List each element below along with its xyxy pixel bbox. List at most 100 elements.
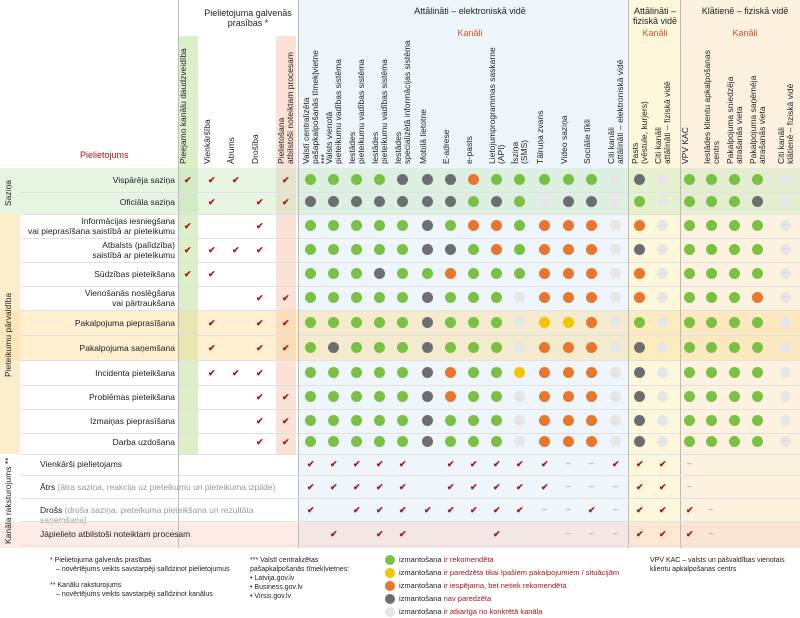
status-dot (539, 367, 550, 378)
status-dot (657, 367, 668, 378)
check-mark: ✔ (282, 392, 290, 402)
check-mark: ✔ (208, 175, 216, 185)
status-dot (752, 367, 763, 378)
status-dot (374, 174, 385, 185)
check-mark: ✔ (208, 318, 216, 328)
status-dot (586, 220, 597, 231)
char-row-note: (ātra saziņa, reakcija uz pieteikumu un … (55, 482, 276, 492)
band-last (0, 522, 800, 548)
note-4: – novērtējums veikts savstarpēji salīdzi… (56, 591, 213, 598)
dash-mark: – (589, 482, 594, 491)
check-mark: ✔ (330, 529, 338, 539)
status-dot (586, 174, 597, 185)
check-mark: ✔ (184, 221, 192, 231)
check-mark: ✔ (353, 482, 361, 492)
status-dot (752, 342, 763, 353)
check-mark: ✔ (376, 482, 384, 492)
row-divider (20, 192, 800, 193)
column-header: Pakalpojuma sniedzēja atrašanās vieta (725, 76, 744, 164)
note-mid-title: *** Valstī centralizētas pašapkalpošanās… (250, 557, 350, 573)
status-dot (305, 220, 316, 231)
status-dot (657, 220, 668, 231)
status-dot (351, 367, 362, 378)
status-dot (610, 317, 621, 328)
band-parvaldiba (0, 214, 20, 454)
dash-mark: – (687, 482, 692, 491)
status-dot (610, 415, 621, 426)
status-dot (563, 342, 574, 353)
status-dot (328, 220, 339, 231)
status-dot (374, 391, 385, 402)
status-dot (706, 391, 717, 402)
row-divider (20, 214, 800, 215)
status-dot (374, 342, 385, 353)
check-mark: ✔ (256, 197, 264, 207)
status-dot (684, 268, 695, 279)
status-dot (305, 244, 316, 255)
column-header: VPV KAC (680, 127, 690, 164)
check-mark: ✔ (330, 482, 338, 492)
legend-item: izmantošana ir iespējama, bet netiek rek… (385, 579, 635, 592)
status-dot (514, 268, 525, 279)
check-mark: ✔ (493, 482, 501, 492)
check-mark: ✔ (376, 529, 384, 539)
status-dot (468, 220, 479, 231)
check-mark: ✔ (208, 343, 216, 353)
legend-item: izmantošana ir rekomendēta (385, 553, 635, 566)
column-header: Iestādes specializētā informācijas sistē… (393, 40, 412, 164)
column-header: Iestādes pieteikumu vadības sistēma (347, 59, 366, 164)
status-dot (514, 391, 525, 402)
dash-mark: – (709, 529, 714, 538)
status-dot (752, 292, 763, 303)
status-dot (729, 367, 740, 378)
check-mark: ✔ (307, 459, 315, 469)
status-dot (634, 342, 645, 353)
row-label: Pakalpojuma pieprasīšana (74, 318, 175, 328)
status-dot (634, 367, 645, 378)
status-dot (752, 436, 763, 447)
status-dot (780, 436, 791, 447)
check-mark: ✔ (516, 505, 524, 515)
check-mark: ✔ (208, 197, 216, 207)
status-dot (351, 317, 362, 328)
fiz-title: Attālināti – fiziskā vidē (632, 6, 677, 26)
status-dot (780, 196, 791, 207)
status-dot (468, 436, 479, 447)
status-dot (491, 196, 502, 207)
check-mark: ✔ (282, 197, 290, 207)
status-dot (351, 292, 362, 303)
check-mark: ✔ (447, 459, 455, 469)
panel-prasibas-green (178, 36, 198, 454)
elek-title: Attālināti – elektroniskā vidē (414, 6, 526, 16)
column-header: Sociālie tīkli (582, 119, 592, 164)
status-dot (706, 436, 717, 447)
check-mark: ✔ (232, 245, 240, 255)
check-mark: ✔ (256, 318, 264, 328)
note-3: ** Kanālu raksturojums (50, 582, 122, 589)
status-dot (752, 415, 763, 426)
note-2: – novērtējums veikts savstarpēji salīdzi… (56, 566, 230, 573)
check-mark: ✔ (256, 343, 264, 353)
status-dot (374, 220, 385, 231)
status-dot (657, 174, 668, 185)
note-mid-2: • Business.gov.lv (250, 584, 303, 591)
panel-pielietosana-red (276, 36, 296, 454)
status-dot (468, 367, 479, 378)
status-dot (539, 436, 550, 447)
row-divider (20, 286, 800, 287)
column-header: e-pasts (464, 136, 474, 164)
dash-mark: – (542, 505, 547, 514)
status-dot (610, 292, 621, 303)
status-dot (351, 436, 362, 447)
status-dot (586, 317, 597, 328)
status-dot (351, 174, 362, 185)
dash-mark: – (613, 482, 618, 491)
status-dot (586, 292, 597, 303)
status-dot (586, 436, 597, 447)
column-header: Valstī centralizēta pašapkalpošanās tīme… (301, 50, 329, 164)
status-dot (328, 436, 339, 447)
check-mark: ✔ (399, 529, 407, 539)
row-label: Sūdzības pieteikšana (94, 269, 175, 279)
status-dot (491, 292, 502, 303)
status-dot (422, 367, 433, 378)
